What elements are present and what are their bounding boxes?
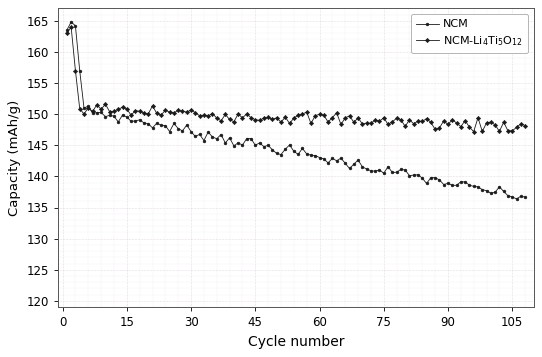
NCM-Li$_4$Ti$_5$O$_{12}$ (68, 25, 74, 29)
NCM-Li$_4$Ti$_5$O$_{12}$ (475, 116, 481, 120)
NCM (141, 121, 147, 125)
NCM-Li$_4$Ti$_5$O$_{12}$ (115, 107, 121, 112)
Y-axis label: Capacity (mAh/g): Capacity (mAh/g) (8, 100, 21, 216)
NCM-Li$_4$Ti$_5$O$_{12}$ (462, 119, 468, 123)
NCM (462, 180, 468, 184)
Line: NCM: NCM (66, 21, 526, 200)
NCM-Li$_4$Ti$_5$O$_{12}$ (470, 130, 477, 134)
NCM (63, 28, 70, 32)
NCM-Li$_4$Ti$_5$O$_{12}$ (522, 124, 528, 128)
NCM (115, 120, 121, 124)
Line: NCM-Li$_4$Ti$_5$O$_{12}$: NCM-Li$_4$Ti$_5$O$_{12}$ (66, 25, 527, 133)
NCM-Li$_4$Ti$_5$O$_{12}$ (141, 111, 147, 115)
NCM-Li$_4$Ti$_5$O$_{12}$ (63, 31, 70, 35)
NCM (282, 147, 288, 151)
Legend: NCM, NCM-Li$_4$Ti$_5$O$_{12}$: NCM, NCM-Li$_4$Ti$_5$O$_{12}$ (411, 14, 528, 53)
X-axis label: Cycle number: Cycle number (248, 335, 344, 349)
NCM (522, 195, 528, 199)
NCM-Li$_4$Ti$_5$O$_{12}$ (282, 115, 288, 119)
NCM (68, 20, 74, 24)
NCM (432, 176, 438, 180)
NCM (470, 184, 477, 188)
NCM (513, 197, 520, 201)
NCM-Li$_4$Ti$_5$O$_{12}$ (432, 127, 438, 131)
